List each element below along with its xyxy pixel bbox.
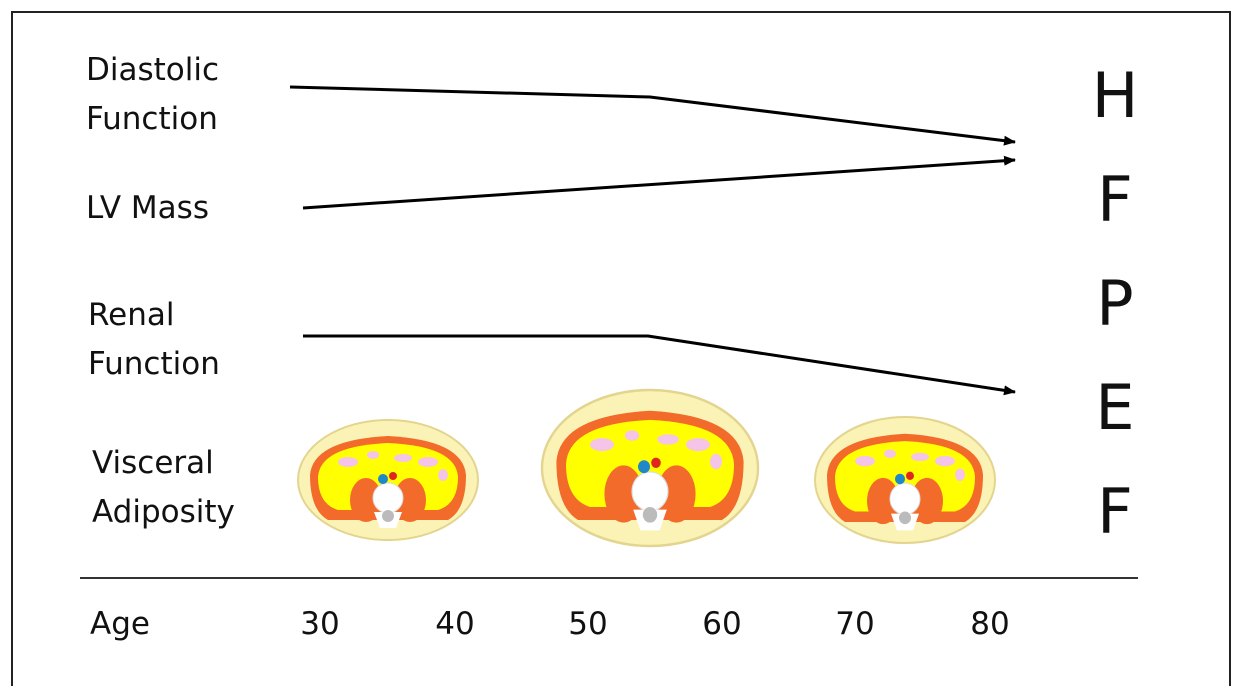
row-labels: Diastolic Function LV Mass Renal Function Vis…: [86, 52, 235, 530]
tick-label: 60: [702, 606, 741, 642]
row-label: Visceral: [92, 445, 214, 481]
arrow: [302, 155, 1016, 210]
tick-label: 70: [835, 606, 874, 642]
outcome-letter: P: [1096, 267, 1133, 340]
arrow: [303, 334, 1016, 396]
row-label: Diastolic: [86, 52, 219, 88]
row-label: Renal: [88, 297, 174, 333]
outcome-letter: E: [1095, 371, 1134, 444]
row-label: Function: [86, 101, 218, 137]
row-label: LV Mass: [86, 190, 209, 226]
row-label: Function: [88, 346, 220, 382]
tick-label: 50: [568, 606, 607, 642]
axis-label: Age: [90, 606, 150, 642]
abdomen-illustration: [813, 415, 997, 545]
row-label: Adiposity: [92, 494, 235, 530]
outcome-letter: H: [1092, 59, 1139, 132]
abdomen-illustration: [540, 388, 760, 548]
tick-label: 30: [300, 606, 339, 642]
outcome-letter: F: [1097, 475, 1133, 548]
tick-label: 80: [970, 606, 1009, 642]
abdomen-illustration: [297, 419, 479, 541]
frame: [11, 11, 1231, 686]
tick-label: 40: [435, 606, 474, 642]
axis-ticks: 30 40 50 60 70 80: [300, 606, 1009, 642]
outcome-letter: F: [1097, 163, 1133, 236]
arrow: [289, 85, 1016, 146]
